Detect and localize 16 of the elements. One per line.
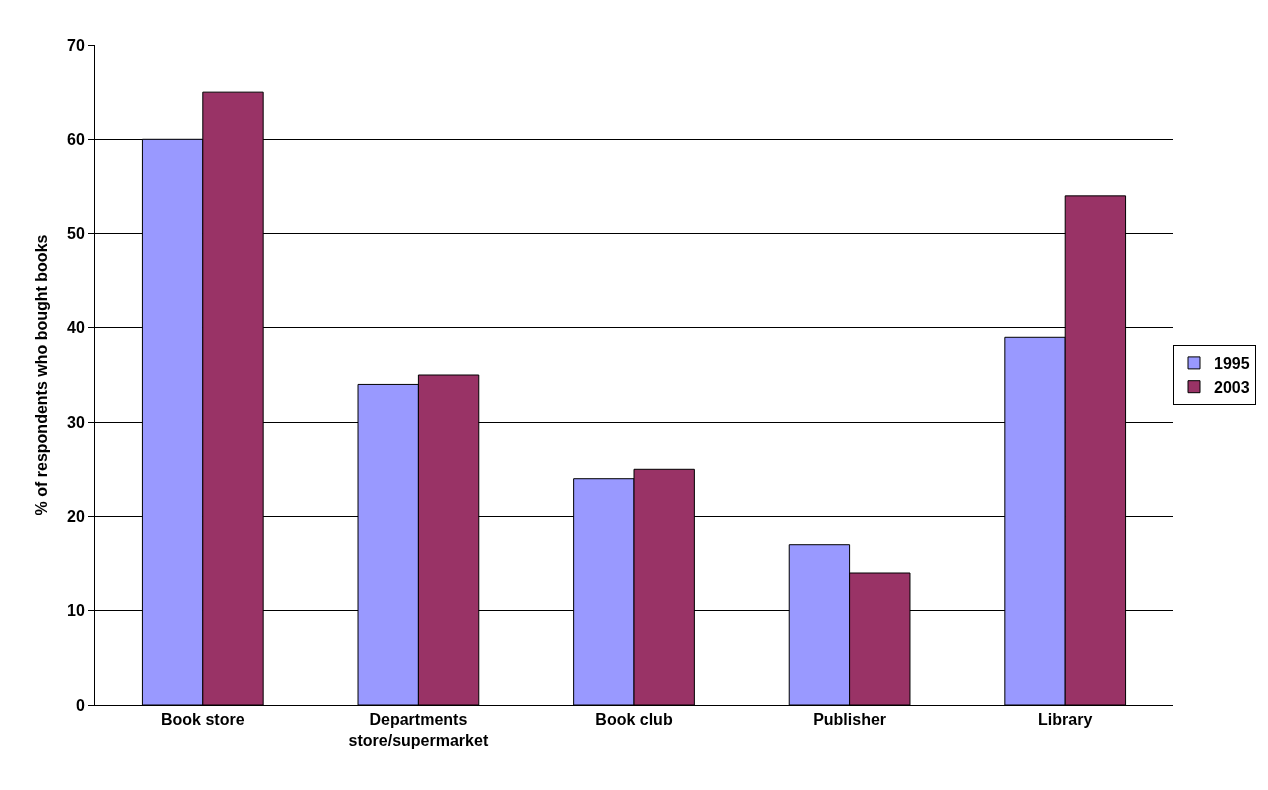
- legend-label: 1995: [1214, 355, 1250, 373]
- y-tick-label: 60: [67, 130, 85, 148]
- y-tick-label: 10: [67, 602, 85, 620]
- y-tick-label: 50: [67, 225, 85, 243]
- y-axis-title: % of respondents who bought books: [32, 234, 50, 516]
- legend-label: 2003: [1214, 378, 1250, 396]
- x-tick-label: Publisher: [813, 711, 887, 729]
- y-tick-label: 70: [67, 36, 85, 54]
- y-tick-label: 20: [67, 508, 85, 526]
- x-tick-label: Book store: [161, 711, 245, 729]
- y-tick-label: 0: [75, 696, 85, 714]
- x-tick-label: Book club: [595, 711, 673, 729]
- y-tick-label: 40: [67, 319, 85, 337]
- y-tick-label: 30: [67, 413, 85, 431]
- x-tick-label: Departments store/supermarket: [348, 711, 489, 749]
- x-tick-label: Library: [1038, 711, 1093, 729]
